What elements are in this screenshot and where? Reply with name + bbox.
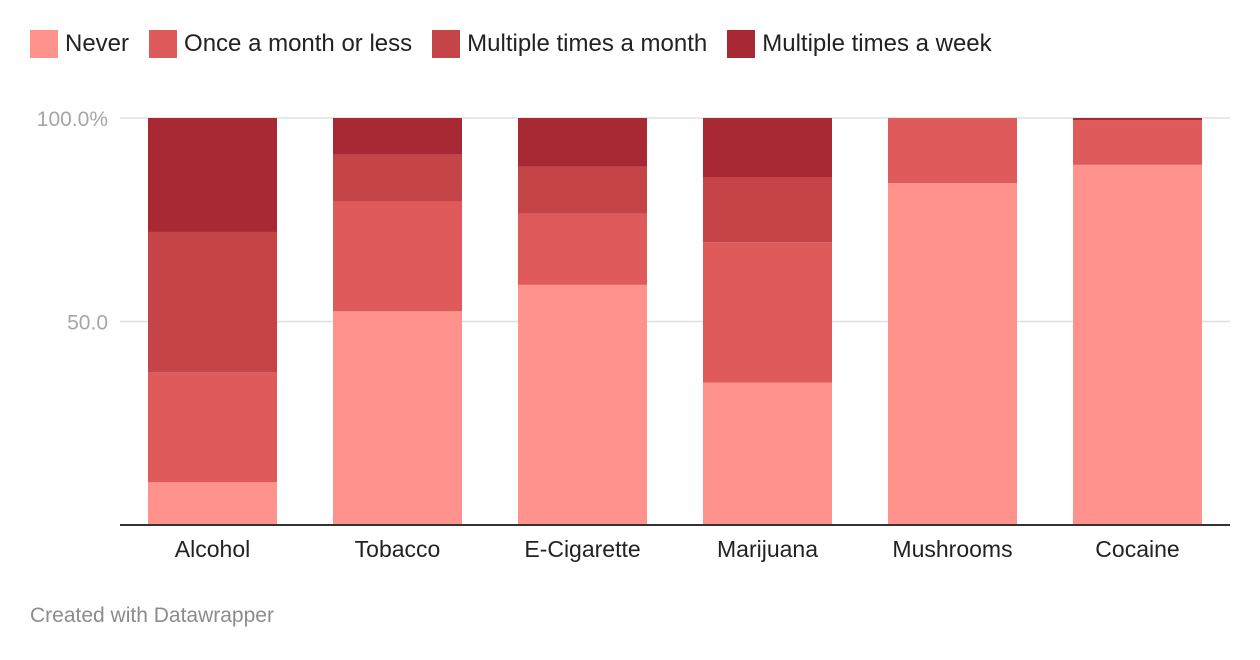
bar-segment bbox=[333, 154, 462, 202]
bar-segment bbox=[333, 118, 462, 155]
x-tick-label: E-Cigarette bbox=[524, 536, 640, 562]
bar-segment bbox=[703, 118, 832, 178]
legend-item: Never bbox=[30, 30, 129, 58]
legend-item: Multiple times a month bbox=[432, 30, 707, 58]
legend-swatch bbox=[432, 30, 461, 58]
legend-swatch bbox=[30, 30, 58, 58]
bar-segment bbox=[1073, 120, 1202, 165]
bar-segment bbox=[703, 242, 832, 383]
y-tick-label: 100.0% bbox=[37, 108, 108, 131]
footer-credit: Created with Datawrapper bbox=[30, 604, 274, 627]
bar-segment bbox=[518, 284, 647, 525]
legend-swatch bbox=[149, 30, 178, 58]
x-tick-label: Alcohol bbox=[175, 536, 250, 562]
bar-segment bbox=[1073, 118, 1202, 121]
bar-segment bbox=[888, 183, 1017, 525]
bar-segment bbox=[518, 166, 647, 214]
legend-label: Once a month or less bbox=[184, 30, 413, 57]
x-tick-label: Mushrooms bbox=[892, 536, 1012, 562]
bar-segment bbox=[333, 201, 462, 312]
x-tick-label: Marijuana bbox=[717, 536, 818, 562]
legend-label: Never bbox=[65, 30, 130, 57]
bar-segment bbox=[148, 118, 277, 232]
bar-segment bbox=[518, 213, 647, 285]
chart-legend: Never Once a month or less Multiple times … bbox=[30, 30, 1012, 58]
legend-swatch bbox=[727, 30, 756, 58]
legend-item: Multiple times a week bbox=[727, 30, 992, 58]
bar-segment bbox=[703, 177, 832, 243]
y-tick-label: 50.0 bbox=[67, 312, 108, 335]
bar-segment bbox=[518, 118, 647, 167]
x-tick-label: Tobacco bbox=[355, 536, 441, 562]
bar-segment bbox=[148, 482, 277, 525]
legend-label: Multiple times a week bbox=[762, 30, 992, 57]
legend-item: Once a month or less bbox=[149, 30, 412, 58]
x-tick-label: Cocaine bbox=[1095, 536, 1179, 562]
legend-label: Multiple times a month bbox=[467, 30, 708, 57]
bar-segment bbox=[703, 382, 832, 525]
bar-segment bbox=[333, 311, 462, 525]
bar-segment bbox=[148, 231, 277, 373]
bar-segment bbox=[148, 372, 277, 483]
bar-segment bbox=[1073, 164, 1202, 525]
bar-segment bbox=[888, 118, 1017, 184]
